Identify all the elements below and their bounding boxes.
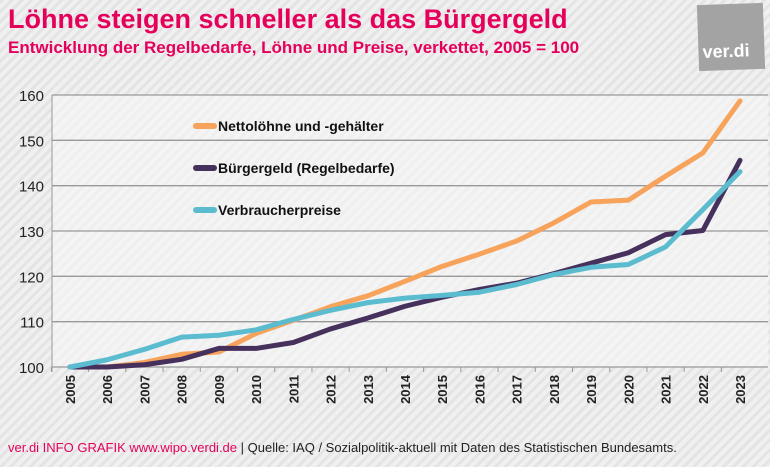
- x-tick-label: 2017: [510, 375, 525, 404]
- x-tick-label: 2007: [137, 375, 152, 404]
- y-tick-label: 110: [20, 315, 44, 332]
- y-tick-label: 140: [19, 179, 44, 196]
- legend-label: Bürgergeld (Regelbedarfe): [218, 160, 395, 176]
- x-tick-label: 2008: [175, 375, 190, 404]
- x-tick-label: 2022: [696, 375, 711, 404]
- x-tick-label: 2013: [361, 375, 376, 404]
- x-tick-label: 2012: [324, 375, 339, 404]
- y-tick-label: 150: [19, 133, 44, 150]
- y-tick-label: 130: [19, 224, 44, 241]
- line-chart: 100 110 120 130 140 150 160 2005 2006 2007 2008 200…: [19, 88, 768, 404]
- y-tick-label: 100: [19, 360, 44, 377]
- legend-label: Nettolöhne und -gehälter: [218, 118, 384, 134]
- y-tick-label: 120: [19, 269, 44, 286]
- series-line-1: [67, 157, 743, 370]
- x-tick-label: 2005: [63, 375, 78, 404]
- x-tick-label: 2014: [398, 374, 413, 404]
- x-tick-label: 2020: [621, 375, 636, 404]
- series-line-0: [67, 98, 743, 370]
- y-tick-label: 160: [19, 88, 44, 105]
- x-tick-label: 2018: [547, 375, 562, 404]
- x-tick-label: 2006: [100, 375, 115, 404]
- x-tick-label: 2023: [733, 375, 748, 404]
- footer-source: | Quelle: IAQ / Sozialpolitik-aktuell mi…: [240, 440, 677, 455]
- chart-subtitle: Entwicklung der Regelbedarfe, Löhne und …: [8, 38, 580, 57]
- x-tick-label: 2016: [472, 375, 487, 404]
- footer: ver.di INFO GRAFIK www.wipo.verdi.de | Q…: [8, 440, 677, 455]
- x-tick-label: 2009: [212, 375, 227, 404]
- series-line-2: [67, 169, 743, 370]
- x-tick-label: 2021: [659, 375, 674, 404]
- legend-label: Verbraucherpreise: [218, 202, 341, 218]
- x-tick-label: 2011: [286, 375, 301, 403]
- x-tick-label: 2015: [435, 375, 450, 404]
- x-tick-label: 2010: [249, 375, 264, 404]
- x-tick-label: 2019: [584, 375, 599, 404]
- chart-title: Löhne steigen schneller als das Bürgerge…: [8, 4, 568, 34]
- footer-brand: ver.di INFO GRAFIK www.wipo.verdi.de: [8, 440, 238, 455]
